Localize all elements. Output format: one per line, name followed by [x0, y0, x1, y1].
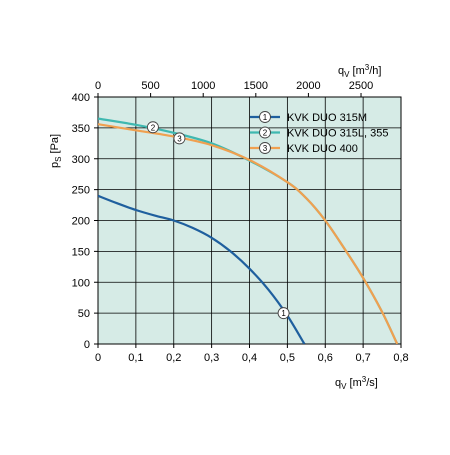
legend-marker-circle-2: [259, 126, 271, 139]
legend-marker-circle-3: [259, 142, 271, 154]
x-top-tick-label-3: 1500: [244, 80, 268, 92]
y-tick-label-0: 0: [84, 339, 90, 351]
x-bottom-tick-label-5: 0,5: [280, 352, 295, 364]
legend-label-3: KVK DUO 400: [287, 143, 358, 155]
series: [98, 117, 399, 344]
legend-marker-circle-1: [259, 111, 271, 123]
y-axis-ticks: 0 50 100 150 200 250 300 350 400: [72, 92, 98, 351]
x-bottom-tick-label-8: 0,8: [393, 352, 408, 364]
x-axis-top-ticks: 0 500 1000 1500 2000 2500: [95, 80, 373, 97]
series-marker-circle-2: [146, 121, 159, 134]
legend-label-1: KVK DUO 315M: [287, 112, 367, 124]
x-bottom-tick-label-1: 0,1: [128, 352, 143, 364]
series-markers: 1 2 3: [146, 121, 290, 320]
x-bottom-tick-label-3: 0,3: [204, 352, 219, 364]
x-top-tick-label-2: 1000: [191, 80, 215, 92]
legend-marker-label-3: 3: [263, 144, 268, 153]
y-tick-label-7: 350: [72, 123, 90, 135]
x-top-tick-label-4: 2000: [296, 80, 320, 92]
legend-item-2: 2 KVK DUO 315L, 355: [250, 126, 389, 140]
series-line-3: [98, 123, 399, 344]
legend-marker-label-1: 1: [263, 113, 268, 122]
x-bottom-tick-label-6: 0,6: [318, 352, 333, 364]
series-marker-label-1: 1: [281, 309, 286, 318]
y-tick-label-5: 250: [72, 185, 90, 197]
x-axis-bottom-ticks: 0 0,1 0,2 0,3 0,4 0,5 0,6 0,7 0,8: [95, 344, 409, 364]
y-tick-label-4: 200: [72, 216, 90, 228]
y-tick-label-8: 400: [72, 92, 90, 104]
y-tick-label-1: 50: [78, 308, 90, 320]
series-marker-3: 3: [173, 132, 186, 145]
y-tick-label-3: 150: [72, 246, 90, 258]
y-tick-label-2: 100: [72, 277, 90, 289]
series-marker-circle-3: [173, 132, 186, 145]
y-tick-label-6: 300: [72, 154, 90, 166]
legend: 1 KVK DUO 315M 2 KVK DUO 315L, 355 3 KVK DUO …: [250, 111, 389, 155]
x-top-tick-label-0: 0: [95, 80, 101, 92]
legend-item-3: 3 KVK DUO 400: [250, 142, 358, 155]
series-marker-label-2: 2: [151, 123, 156, 132]
x-bottom-tick-label-7: 0,7: [355, 352, 370, 364]
legend-label-2: KVK DUO 315L, 355: [287, 128, 389, 140]
series-line-1: [98, 194, 306, 344]
y-axis-title: pS [Pa]: [49, 134, 63, 168]
series-marker-2: 2: [146, 121, 159, 134]
x-bottom-tick-label-2: 0,2: [166, 352, 181, 364]
legend-marker-label-2: 2: [263, 129, 268, 138]
series-marker-label-3: 3: [177, 134, 182, 143]
x-top-tick-label-5: 2500: [349, 80, 373, 92]
x-axis-top-title: qV [m3/h]: [338, 63, 381, 79]
series-marker-1: 1: [277, 307, 290, 320]
legend-item-1: 1 KVK DUO 315M: [250, 111, 367, 124]
x-top-tick-label-1: 500: [141, 80, 159, 92]
x-bottom-tick-label-0: 0: [95, 352, 101, 364]
x-bottom-tick-label-4: 0,4: [242, 352, 257, 364]
series-marker-circle-1: [277, 307, 290, 320]
x-axis-bottom-title: qV [m3/s]: [335, 375, 378, 391]
